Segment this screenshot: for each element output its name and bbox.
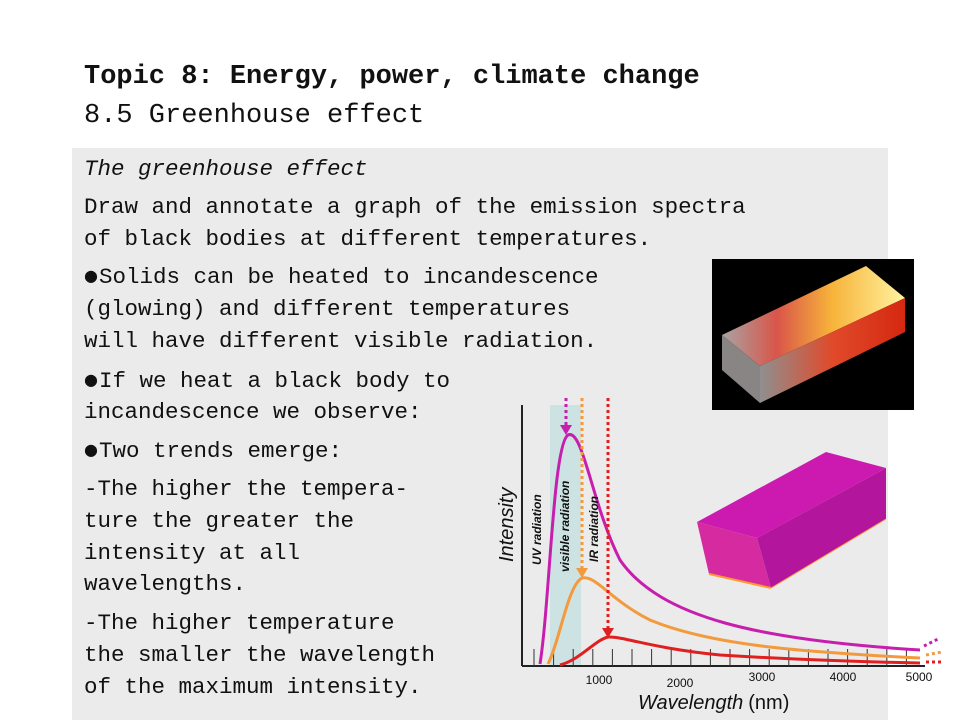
pink-block-image bbox=[697, 452, 887, 589]
content-panel bbox=[72, 148, 888, 720]
curve-hot bbox=[538, 433, 921, 665]
trend-2-line-1: -The higher temperature bbox=[84, 610, 395, 636]
tail-arrow-medium bbox=[925, 650, 943, 657]
x-axis-label-main: Wavelength bbox=[638, 692, 743, 714]
bullet-icon: ● bbox=[84, 266, 98, 285]
slide-title: Topic 8: Energy, power, climate change bbox=[84, 62, 700, 92]
visible-band bbox=[550, 405, 581, 667]
trend-1-line-1: -The higher the tempera- bbox=[84, 476, 409, 502]
objective-line-1: Draw and annotate a graph of the emissio… bbox=[84, 194, 746, 220]
trend-2-line-2: the smaller the wavelength bbox=[84, 642, 436, 668]
peak-arrow-medium bbox=[576, 568, 588, 578]
x-tick-label: 4000 bbox=[830, 670, 857, 684]
x-axis-ticks bbox=[533, 649, 907, 666]
glowing-bar-image bbox=[712, 259, 914, 410]
bullet-1-line-1: ●Solids can be heated to incandescence bbox=[84, 261, 599, 294]
bullet-2-text: If we heat a black body to bbox=[98, 368, 451, 394]
trend-1-line-4: wavelengths. bbox=[84, 571, 247, 597]
curve-medium bbox=[546, 576, 921, 665]
x-axis-label-unit: (nm) bbox=[748, 692, 789, 714]
bullet-1-text: Solids can be heated to incandescence bbox=[98, 264, 599, 290]
bullet-2-line-2: incandescence we observe: bbox=[84, 399, 422, 425]
emission-spectra-chart: Intensity UV radiation visible radiation… bbox=[496, 398, 943, 714]
section-heading: The greenhouse effect bbox=[84, 156, 368, 182]
x-tick-label: 1000 bbox=[586, 673, 613, 687]
curve-cool bbox=[559, 635, 921, 667]
trend-1-line-3: intensity at all bbox=[84, 540, 301, 566]
x-tick-label: 2000 bbox=[667, 676, 694, 690]
bullet-1-line-2: (glowing) and different temperatures bbox=[84, 296, 571, 322]
x-axis-label: Wavelength (nm) bbox=[638, 692, 789, 714]
tail-arrow-hot bbox=[923, 636, 941, 648]
objective-line-2: of black bodies at different temperature… bbox=[84, 226, 652, 252]
y-axis-label: Intensity bbox=[496, 487, 518, 562]
bullet-3: ●Two trends emerge: bbox=[84, 435, 342, 468]
bullet-1-line-3: will have different visible radiation. bbox=[84, 328, 598, 354]
region-label-visible: visible radiation bbox=[558, 481, 572, 572]
bullet-icon: ● bbox=[84, 370, 98, 389]
region-label-ir: IR radiation bbox=[587, 496, 601, 562]
peak-arrow-cool bbox=[602, 628, 614, 638]
region-label-uv: UV radiation bbox=[530, 494, 544, 565]
slide-subtitle: 8.5 Greenhouse effect bbox=[84, 101, 425, 131]
bullet-3-text: Two trends emerge: bbox=[98, 438, 343, 464]
x-tick-label: 5000 bbox=[906, 670, 933, 684]
bullet-2-line-1: ●If we heat a black body to bbox=[84, 365, 450, 398]
peak-arrow-hot bbox=[560, 425, 572, 435]
trend-1-line-2: ture the greater the bbox=[84, 508, 355, 534]
trend-2-line-3: of the maximum intensity. bbox=[84, 674, 422, 700]
x-tick-label: 3000 bbox=[749, 670, 776, 684]
bullet-icon: ● bbox=[84, 440, 98, 459]
